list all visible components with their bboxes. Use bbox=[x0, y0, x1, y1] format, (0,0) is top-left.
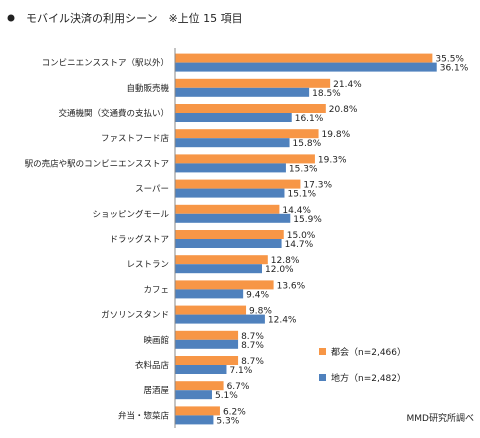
bar-urban bbox=[175, 204, 280, 214]
data-label-urban: 6.2% bbox=[223, 407, 246, 417]
bar-rural bbox=[175, 239, 282, 248]
bar-rural bbox=[175, 138, 290, 148]
bar-urban bbox=[175, 381, 224, 391]
bar-rural bbox=[175, 289, 244, 299]
data-label-urban: 6.7% bbox=[227, 382, 250, 392]
data-label-rural: 15.9% bbox=[293, 215, 322, 225]
bar-urban bbox=[175, 406, 220, 416]
data-label-urban: 13.6% bbox=[277, 281, 306, 291]
category-label: ファストフード店 bbox=[101, 133, 170, 144]
chart-title: モバイル決済の利用シーン ※上位 15 項目 bbox=[26, 11, 243, 25]
category-label: コンビニエンスストア（駅以外） bbox=[42, 58, 169, 69]
bar-urban bbox=[175, 78, 331, 88]
category-label: ショッピングモール bbox=[92, 209, 169, 220]
bar-rural bbox=[175, 415, 214, 425]
data-label-rural: 36.1% bbox=[440, 64, 469, 74]
data-label-urban: 21.4% bbox=[333, 80, 362, 90]
bar-rural bbox=[175, 188, 285, 198]
data-label-urban: 19.3% bbox=[318, 155, 347, 165]
data-label-urban: 19.8% bbox=[322, 130, 351, 140]
data-label-rural: 15.3% bbox=[289, 164, 318, 174]
data-label-urban: 12.8% bbox=[271, 256, 300, 266]
category-label: 交通機関（交通費の支払い） bbox=[58, 108, 169, 119]
bar-rural bbox=[175, 113, 292, 122]
category-label: ガソリンスタンド bbox=[101, 310, 169, 321]
bar-rural bbox=[175, 339, 239, 349]
data-label-rural: 7.1% bbox=[229, 366, 252, 376]
bar-urban bbox=[175, 280, 274, 290]
bar-urban bbox=[175, 179, 301, 189]
legend-label-rural: 地方（n=2,482） bbox=[331, 372, 406, 384]
data-label-urban: 9.8% bbox=[249, 307, 272, 317]
bar-urban bbox=[175, 255, 268, 265]
data-label-rural: 8.7% bbox=[241, 341, 264, 351]
data-label-rural: 15.1% bbox=[287, 190, 316, 200]
category-label: 弁当・惣菜店 bbox=[118, 410, 170, 421]
bar-rural bbox=[175, 213, 291, 223]
category-label: 居酒屋 bbox=[143, 386, 169, 396]
category-label: 自動販売機 bbox=[126, 83, 169, 94]
data-label-urban: 8.7% bbox=[241, 357, 264, 367]
bar-rural bbox=[175, 390, 212, 400]
bar-urban bbox=[175, 53, 433, 63]
data-label-urban: 35.5% bbox=[435, 55, 464, 65]
data-label-urban: 15.0% bbox=[287, 231, 316, 241]
data-label-rural: 5.3% bbox=[216, 416, 239, 426]
category-label: スーパー bbox=[135, 185, 169, 195]
bar-urban bbox=[175, 129, 319, 139]
bar-rural bbox=[175, 264, 262, 274]
data-label-rural: 5.1% bbox=[215, 391, 238, 401]
data-label-rural: 16.1% bbox=[295, 114, 324, 124]
bar-urban bbox=[175, 104, 326, 113]
data-label-rural: 18.5% bbox=[312, 89, 341, 99]
bar-rural bbox=[175, 365, 227, 374]
legend-swatch-urban bbox=[319, 348, 326, 355]
bar-urban bbox=[175, 356, 239, 365]
legend-swatch-rural bbox=[319, 374, 326, 381]
bar-rural bbox=[175, 163, 286, 173]
category-label: ドラッグストア bbox=[109, 234, 169, 245]
data-label-rural: 12.4% bbox=[268, 316, 297, 326]
data-label-rural: 12.0% bbox=[265, 265, 294, 275]
data-label-urban: 20.8% bbox=[329, 105, 358, 115]
category-label: 映画館 bbox=[143, 335, 169, 346]
category-label: カフェ bbox=[143, 285, 169, 295]
legend-label-urban: 都会（n=2,466） bbox=[331, 346, 406, 358]
bar-urban bbox=[175, 154, 315, 164]
bullet-icon bbox=[7, 14, 15, 22]
bar-urban bbox=[175, 330, 239, 340]
bars-group: コンビニエンスストア（駅以外） 35.5%36.1% 自動販売機 21.4%18.5%… bbox=[25, 53, 469, 426]
data-label-urban: 8.7% bbox=[241, 332, 264, 342]
data-label-urban: 14.4% bbox=[282, 206, 311, 216]
data-label-rural: 14.7% bbox=[285, 240, 314, 250]
category-label: レストラン bbox=[126, 260, 169, 270]
data-label-rural: 9.4% bbox=[246, 290, 269, 300]
data-label-rural: 15.8% bbox=[293, 139, 322, 149]
data-label-urban: 17.3% bbox=[303, 181, 332, 191]
category-label: 駅の売店や駅のコンビニエンスストア bbox=[25, 158, 169, 169]
bar-urban bbox=[175, 230, 284, 239]
source-note: MMD研究所調べ bbox=[407, 412, 474, 424]
bar-rural bbox=[175, 87, 310, 97]
bar-rural bbox=[175, 314, 265, 324]
bar-rural bbox=[175, 62, 437, 72]
category-label: 衣料品店 bbox=[135, 360, 170, 371]
bar-urban bbox=[175, 305, 247, 315]
